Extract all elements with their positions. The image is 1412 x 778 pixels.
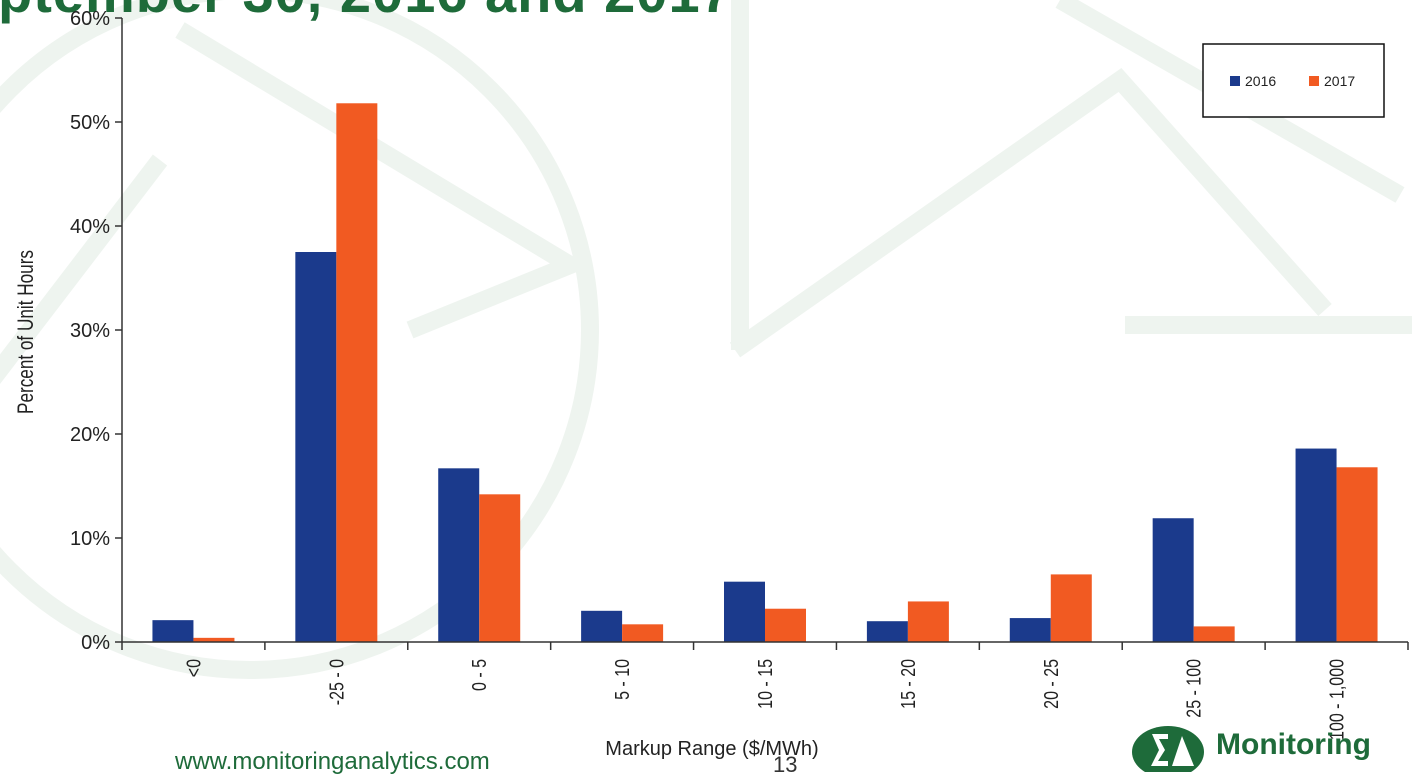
bar-2016-7	[1152, 518, 1194, 642]
bar-2017-3	[622, 624, 664, 642]
y-tick-label: 0%	[81, 632, 110, 654]
x-tick-label: 100 - 1,000	[1326, 659, 1348, 740]
x-axis-title: Markup Range ($/MWh)	[605, 738, 818, 760]
bar-2017-6	[1050, 574, 1092, 642]
bar-2017-4	[765, 608, 806, 642]
logo: Monitoring	[1128, 722, 1412, 772]
legend: 2016 2017	[1202, 43, 1385, 118]
x-tick-label: 0 - 5	[469, 659, 491, 691]
x-axis-tick-labels: <0 -25 - 0 0 - 5 5 - 10 10 - 15 15 - 20 20 - 2…	[183, 659, 1348, 740]
bar-2016-0	[152, 620, 194, 642]
footer-url[interactable]: www.monitoringanalytics.com	[175, 748, 490, 775]
x-tick-label: 15 - 20	[897, 659, 919, 709]
y-tick-label: 20%	[70, 424, 110, 446]
bar-2017-8	[1336, 467, 1378, 642]
bar-2017-1	[336, 103, 378, 642]
y-tick-label: 50%	[70, 112, 110, 134]
bar-2016-2	[438, 468, 480, 642]
bars	[152, 103, 1378, 642]
x-tick-label: 25 - 100	[1183, 659, 1205, 718]
bar-2017-5	[907, 601, 949, 642]
legend-swatch-2016	[1230, 76, 1240, 86]
x-tick-label: 5 - 10	[611, 659, 633, 700]
bar-2017-7	[1193, 626, 1235, 642]
legend-swatch-2017	[1309, 76, 1319, 86]
bar-2016-3	[581, 610, 623, 642]
x-tick-label: -25 - 0	[326, 659, 348, 705]
y-tick-label: 30%	[70, 320, 110, 342]
x-tick-label: 20 - 25	[1040, 659, 1062, 709]
page-number: 13	[773, 752, 798, 777]
y-axis-title: Percent of Unit Hours	[14, 250, 39, 414]
bar-2016-5	[866, 621, 908, 642]
x-tick-label: <0	[183, 659, 205, 677]
y-tick-label: 60%	[70, 8, 110, 30]
bar-2016-6	[1009, 618, 1051, 642]
logo-text: Monitoring	[1216, 728, 1371, 761]
y-axis-ticks	[115, 17, 122, 643]
bar-2016-4	[724, 581, 765, 642]
bar-2016-8	[1295, 448, 1337, 642]
legend-label-2016: 2016	[1245, 73, 1276, 89]
y-tick-label: 40%	[70, 216, 110, 238]
y-tick-label: 10%	[70, 528, 110, 550]
bar-2016-1	[295, 252, 337, 642]
y-axis-tick-labels: 0% 10% 20% 30% 40% 50% 60%	[70, 8, 110, 654]
logo-mark-icon	[1132, 726, 1204, 772]
x-axis-ticks	[121, 642, 1409, 650]
x-tick-label: 10 - 15	[754, 659, 776, 709]
legend-label-2017: 2017	[1324, 73, 1355, 89]
bar-2017-0	[193, 637, 235, 642]
bar-2017-2	[479, 494, 521, 642]
